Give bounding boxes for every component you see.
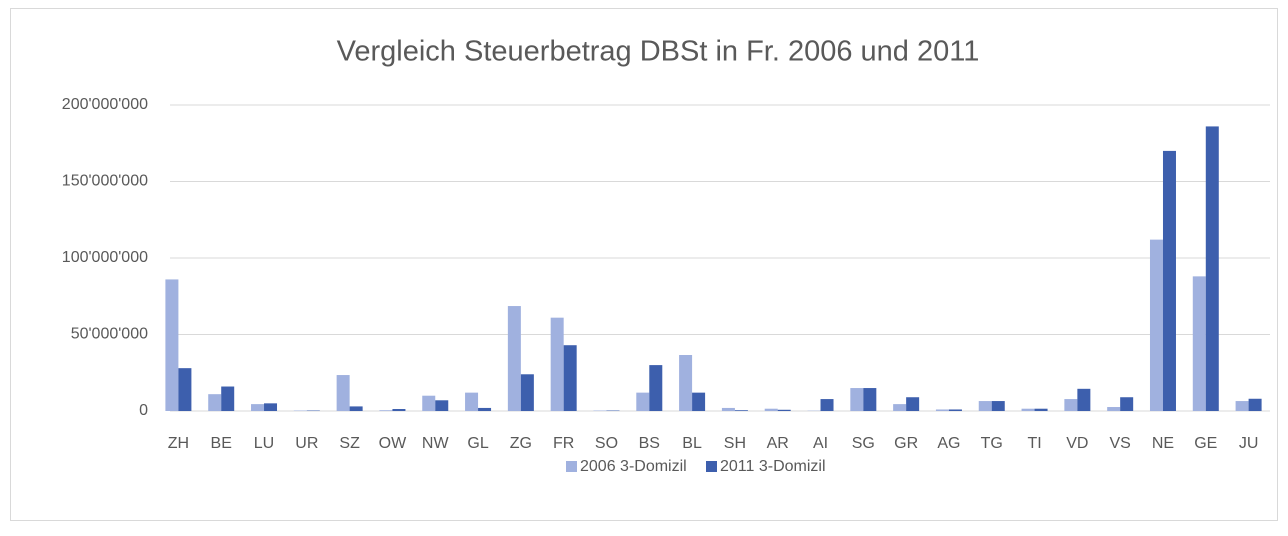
x-tick-label: SG xyxy=(852,435,875,452)
bar xyxy=(379,410,392,411)
x-tick-label: ZH xyxy=(168,435,189,452)
x-tick-label: VD xyxy=(1066,435,1088,452)
bar xyxy=(1150,240,1163,411)
x-tick-label: GR xyxy=(894,435,918,452)
legend-label: 2011 3-Domizil xyxy=(720,458,826,475)
bar xyxy=(949,409,962,411)
bar xyxy=(221,387,234,411)
bar xyxy=(1163,151,1176,411)
x-tick-label: AG xyxy=(937,435,960,452)
bar xyxy=(251,404,264,411)
bar xyxy=(636,393,649,411)
bar xyxy=(649,365,662,411)
x-tick-label: TG xyxy=(981,435,1003,452)
x-tick-label: ZG xyxy=(510,435,532,452)
x-tick-label: GL xyxy=(467,435,488,452)
y-tick-label: 100'000'000 xyxy=(62,249,148,266)
bar xyxy=(1064,399,1077,411)
x-tick-label: NW xyxy=(422,435,450,452)
x-tick-label: OW xyxy=(379,435,407,452)
bar xyxy=(1206,126,1219,411)
bar xyxy=(722,408,735,411)
x-tick-label: UR xyxy=(295,435,318,452)
bar xyxy=(521,374,534,411)
bar xyxy=(350,406,363,411)
bar xyxy=(850,388,863,411)
x-tick-label: SH xyxy=(724,435,746,452)
bar xyxy=(465,393,478,411)
x-tick-label: FR xyxy=(553,435,574,452)
y-tick-label: 50'000'000 xyxy=(71,326,148,343)
bar xyxy=(564,345,577,411)
bar xyxy=(392,409,405,411)
bar xyxy=(679,355,692,411)
x-tick-label: BE xyxy=(211,435,232,452)
bar xyxy=(264,403,277,411)
bar xyxy=(778,410,791,411)
x-tick-label: NE xyxy=(1152,435,1174,452)
x-tick-label: JU xyxy=(1239,435,1259,452)
bar xyxy=(863,388,876,411)
legend-swatch xyxy=(566,461,577,472)
x-tick-label: VS xyxy=(1110,435,1131,452)
bar xyxy=(1249,399,1262,411)
x-tick-label: LU xyxy=(254,435,274,452)
x-tick-label: TI xyxy=(1027,435,1041,452)
bar xyxy=(508,306,521,411)
bar xyxy=(936,409,949,411)
bar xyxy=(435,400,448,411)
chart-title: Vergleich Steuerbetrag DBSt in Fr. 2006 … xyxy=(337,36,980,68)
x-tick-label: BS xyxy=(639,435,660,452)
legend-label: 2006 3-Domizil xyxy=(580,458,687,475)
bar xyxy=(893,404,906,411)
bar xyxy=(821,399,834,411)
bar xyxy=(1120,397,1133,411)
x-tick-label: SO xyxy=(595,435,618,452)
bar xyxy=(478,408,491,411)
x-tick-label: AR xyxy=(767,435,789,452)
bar xyxy=(979,401,992,411)
bar xyxy=(1193,276,1206,411)
bar xyxy=(1035,409,1048,411)
legend-swatch xyxy=(706,461,717,472)
bar xyxy=(692,393,705,411)
bar xyxy=(337,375,350,411)
y-tick-label: 200'000'000 xyxy=(62,96,148,113)
x-tick-label: GE xyxy=(1194,435,1217,452)
y-tick-label: 0 xyxy=(139,402,148,419)
bar xyxy=(208,394,221,411)
bar xyxy=(906,397,919,411)
bar xyxy=(1022,409,1035,411)
bar xyxy=(735,410,748,411)
bar xyxy=(551,318,564,411)
bar xyxy=(1077,389,1090,411)
bar xyxy=(992,401,1005,411)
bar xyxy=(1107,407,1120,411)
x-tick-label: SZ xyxy=(339,435,360,452)
x-tick-label: BL xyxy=(682,435,702,452)
bar xyxy=(765,409,778,411)
bar xyxy=(422,396,435,411)
bar xyxy=(165,279,178,411)
x-tick-label: AI xyxy=(813,435,828,452)
bar xyxy=(178,368,191,411)
y-tick-label: 150'000'000 xyxy=(62,173,148,190)
bar xyxy=(1236,401,1249,411)
